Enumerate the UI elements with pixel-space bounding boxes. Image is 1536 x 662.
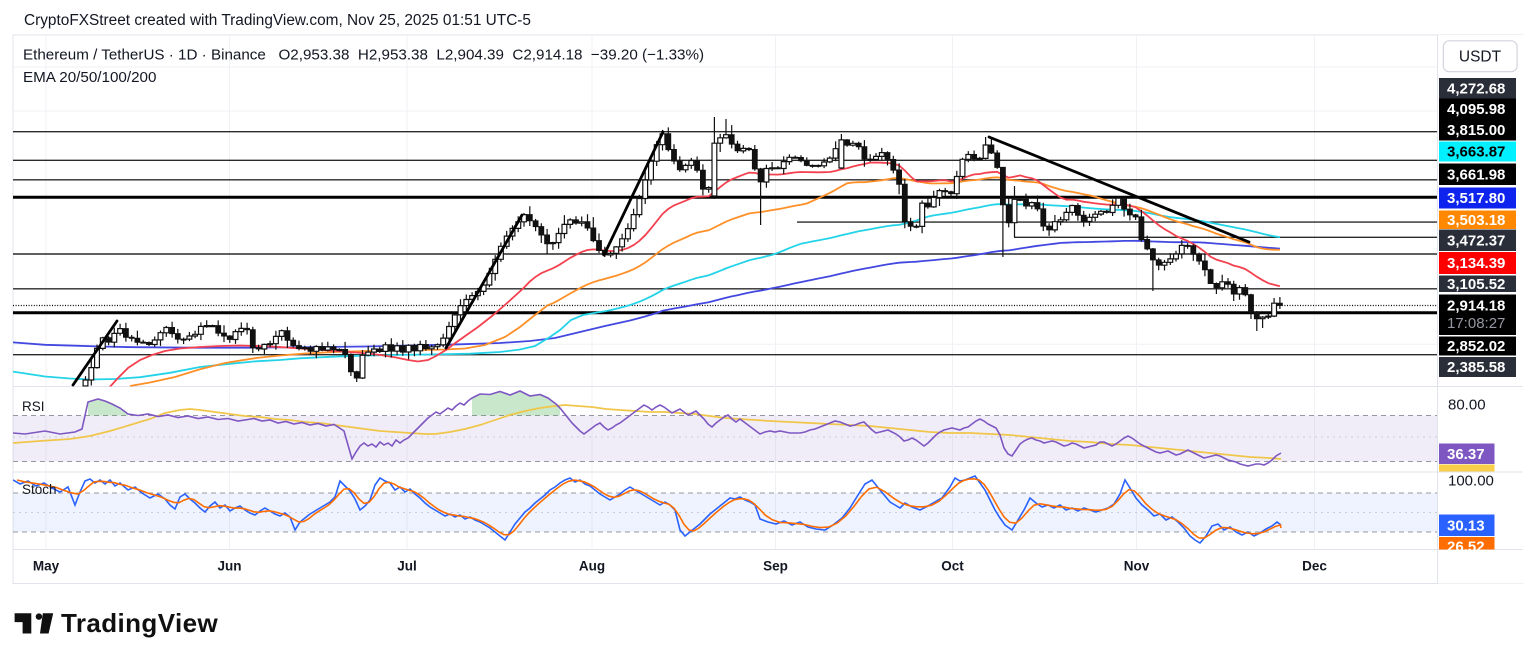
svg-text:May: May — [33, 559, 60, 574]
svg-text:USDT: USDT — [1459, 49, 1502, 66]
svg-text:3,472.37: 3,472.37 — [1447, 232, 1505, 249]
svg-text:3,134.39: 3,134.39 — [1447, 255, 1505, 272]
svg-text:EMA 20/50/100/200: EMA 20/50/100/200 — [23, 69, 156, 86]
svg-text:Nov: Nov — [1124, 559, 1150, 574]
svg-text:RSI: RSI — [22, 399, 45, 414]
svg-text:CryptoFXStreet created with Tr: CryptoFXStreet created with TradingView.… — [24, 12, 531, 29]
svg-text:2,385.58: 2,385.58 — [1447, 359, 1505, 376]
svg-text:Ethereum / TetherUS · 1D · Bin: Ethereum / TetherUS · 1D · Binance O2,95… — [23, 47, 704, 64]
svg-text:100.00: 100.00 — [1448, 473, 1494, 490]
svg-text:3,663.87: 3,663.87 — [1447, 144, 1505, 161]
svg-text:TradingView: TradingView — [61, 608, 218, 638]
svg-text:80.00: 80.00 — [1448, 397, 1486, 414]
svg-text:2,914.18: 2,914.18 — [1447, 298, 1505, 315]
svg-text:17:08:27: 17:08:27 — [1447, 315, 1505, 332]
svg-text:4,095.98: 4,095.98 — [1447, 101, 1505, 118]
svg-text:36.37: 36.37 — [1447, 446, 1485, 463]
svg-text:3,105.52: 3,105.52 — [1447, 276, 1505, 293]
svg-text:Oct: Oct — [941, 559, 964, 574]
svg-text:4,272.68: 4,272.68 — [1447, 80, 1505, 97]
svg-text:30.13: 30.13 — [1447, 517, 1485, 534]
svg-text:3,503.18: 3,503.18 — [1447, 212, 1505, 229]
svg-text:Aug: Aug — [579, 559, 605, 574]
svg-text:2,852.02: 2,852.02 — [1447, 338, 1505, 355]
svg-text:Dec: Dec — [1302, 559, 1327, 574]
svg-text:Sep: Sep — [763, 559, 788, 574]
svg-text:Stoch: Stoch — [22, 482, 57, 497]
svg-text:3,815.00: 3,815.00 — [1447, 122, 1505, 139]
svg-text:Jun: Jun — [217, 559, 241, 574]
svg-text:26.52: 26.52 — [1447, 539, 1485, 556]
svg-text:3,661.98: 3,661.98 — [1447, 166, 1505, 183]
svg-text:Jul: Jul — [397, 559, 417, 574]
svg-text:3,517.80: 3,517.80 — [1447, 190, 1505, 207]
